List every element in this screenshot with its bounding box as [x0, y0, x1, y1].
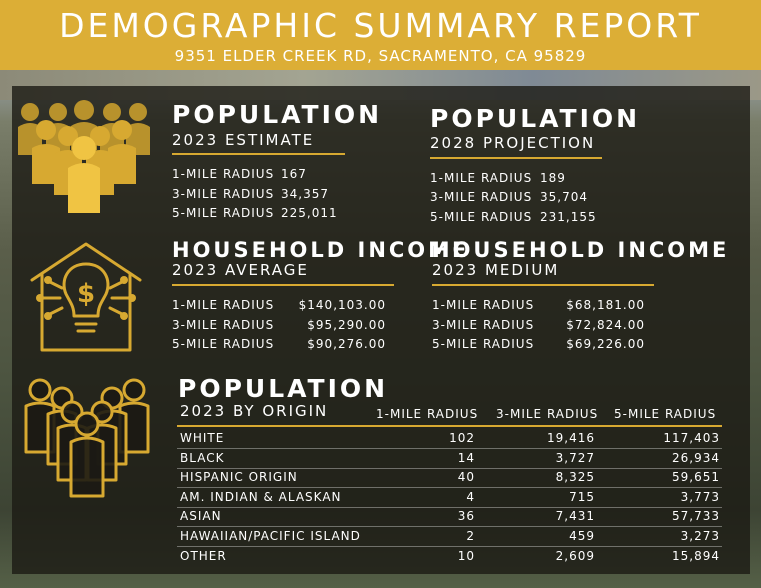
population-2023-value-2: 34,357: [281, 187, 329, 201]
population-2028-heading: POPULATION: [430, 104, 641, 133]
population-2023-label-1: 1-MILE RADIUS: [172, 167, 275, 181]
income-average-heading: HOUSEHOLD INCOME: [172, 238, 470, 262]
income-median-value-2: $72,824.00: [566, 318, 645, 332]
origin-row-5-mile: 3,273: [680, 529, 720, 543]
origin-row: BLACK 14 3,727 26,934: [0, 451, 761, 469]
origin-col-1-mile: 1-MILE RADIUS: [376, 407, 479, 421]
income-median-subheading: 2023 MEDIUM: [432, 261, 560, 279]
group-outline-icon: [24, 378, 150, 498]
origin-row-divider: [177, 546, 722, 547]
income-median-label-2: 3-MILE RADIUS: [432, 318, 535, 332]
population-2028-rule: [430, 157, 602, 159]
income-average-rule: [172, 284, 394, 286]
population-2023-label-2: 3-MILE RADIUS: [172, 187, 275, 201]
income-average-value-3: $90,276.00: [307, 337, 386, 351]
origin-row-divider: [177, 487, 722, 488]
origin-subheading: 2023 BY ORIGIN: [180, 402, 329, 420]
origin-row: AM. INDIAN & ALASKAN 4 715 3,773: [0, 490, 761, 508]
income-average-value-1: $140,103.00: [298, 298, 386, 312]
income-median-value-3: $69,226.00: [566, 337, 645, 351]
origin-row-divider: [177, 526, 722, 527]
population-2023-heading: POPULATION: [172, 100, 383, 129]
origin-row-divider: [177, 448, 722, 449]
population-2028-value-1: 189: [540, 171, 566, 185]
origin-row-label: BLACK: [180, 451, 225, 465]
origin-row-3-mile: 459: [569, 529, 595, 543]
population-2028-label-3: 5-MILE RADIUS: [430, 210, 533, 224]
population-2028-subheading: 2028 PROJECTION: [430, 134, 596, 152]
population-2028-value-3: 231,155: [540, 210, 597, 224]
svg-text:$: $: [77, 279, 95, 309]
income-average-subheading: 2023 AVERAGE: [172, 261, 309, 279]
origin-row-3-mile: 2,609: [555, 549, 595, 563]
origin-row-3-mile: 19,416: [547, 431, 595, 445]
origin-row-label: AM. INDIAN & ALASKAN: [180, 490, 342, 504]
origin-row: HAWAIIAN/PACIFIC ISLAND 2 459 3,273: [0, 529, 761, 547]
origin-row-5-mile: 117,403: [663, 431, 720, 445]
origin-row-5-mile: 15,894: [672, 549, 720, 563]
population-2023-value-3: 225,011: [281, 206, 338, 220]
origin-row-3-mile: 7,431: [555, 509, 595, 523]
origin-row: OTHER 10 2,609 15,894: [0, 549, 761, 567]
income-average-label-3: 5-MILE RADIUS: [172, 337, 275, 351]
origin-row-1-mile: 40: [457, 470, 475, 484]
population-2023-label-3: 5-MILE RADIUS: [172, 206, 275, 220]
population-2023-value-1: 167: [281, 167, 307, 181]
origin-row-divider: [177, 507, 722, 508]
income-median-label-1: 1-MILE RADIUS: [432, 298, 535, 312]
origin-row-label: ASIAN: [180, 509, 222, 523]
origin-heading: POPULATION: [178, 374, 389, 403]
origin-row-label: OTHER: [180, 549, 227, 563]
origin-col-3-mile: 3-MILE RADIUS: [496, 407, 599, 421]
income-median-label-3: 5-MILE RADIUS: [432, 337, 535, 351]
income-average-label-1: 1-MILE RADIUS: [172, 298, 275, 312]
report-header: DEMOGRAPHIC SUMMARY REPORT 9351 ELDER CR…: [0, 0, 761, 70]
report-title: DEMOGRAPHIC SUMMARY REPORT: [59, 6, 702, 45]
population-2028-value-2: 35,704: [540, 190, 588, 204]
crowd-icon: [18, 100, 150, 213]
origin-row: ASIAN 36 7,431 57,733: [0, 509, 761, 527]
population-2023-subheading: 2023 ESTIMATE: [172, 131, 315, 149]
income-average-value-2: $95,290.00: [307, 318, 386, 332]
origin-row-label: WHITE: [180, 431, 225, 445]
origin-row-3-mile: 715: [569, 490, 595, 504]
origin-rule: [177, 425, 722, 427]
house-money-icon: $: [30, 242, 142, 352]
origin-col-5-mile: 5-MILE RADIUS: [614, 407, 717, 421]
origin-row-5-mile: 26,934: [672, 451, 720, 465]
origin-row-3-mile: 3,727: [555, 451, 595, 465]
income-average-label-2: 3-MILE RADIUS: [172, 318, 275, 332]
income-median-rule: [432, 284, 654, 286]
origin-row-label: HAWAIIAN/PACIFIC ISLAND: [180, 529, 361, 543]
origin-row-1-mile: 10: [457, 549, 475, 563]
income-median-value-1: $68,181.00: [566, 298, 645, 312]
population-2028-label-2: 3-MILE RADIUS: [430, 190, 533, 204]
origin-row-label: HISPANIC ORIGIN: [180, 470, 298, 484]
origin-row-1-mile: 14: [457, 451, 475, 465]
origin-row-5-mile: 59,651: [672, 470, 720, 484]
population-2023-rule: [172, 153, 345, 155]
origin-row-1-mile: 102: [449, 431, 475, 445]
origin-row-3-mile: 8,325: [555, 470, 595, 484]
origin-row-1-mile: 36: [457, 509, 475, 523]
origin-row-divider: [177, 468, 722, 469]
report-address: 9351 ELDER CREEK RD, SACRAMENTO, CA 9582…: [174, 47, 587, 65]
origin-row: WHITE 102 19,416 117,403: [0, 431, 761, 449]
origin-row-1-mile: 2: [466, 529, 475, 543]
origin-row-1-mile: 4: [466, 490, 475, 504]
population-2028-label-1: 1-MILE RADIUS: [430, 171, 533, 185]
origin-row-5-mile: 57,733: [672, 509, 720, 523]
origin-row: HISPANIC ORIGIN 40 8,325 59,651: [0, 470, 761, 488]
origin-row-5-mile: 3,773: [680, 490, 720, 504]
income-median-heading: HOUSEHOLD INCOME: [432, 238, 730, 262]
